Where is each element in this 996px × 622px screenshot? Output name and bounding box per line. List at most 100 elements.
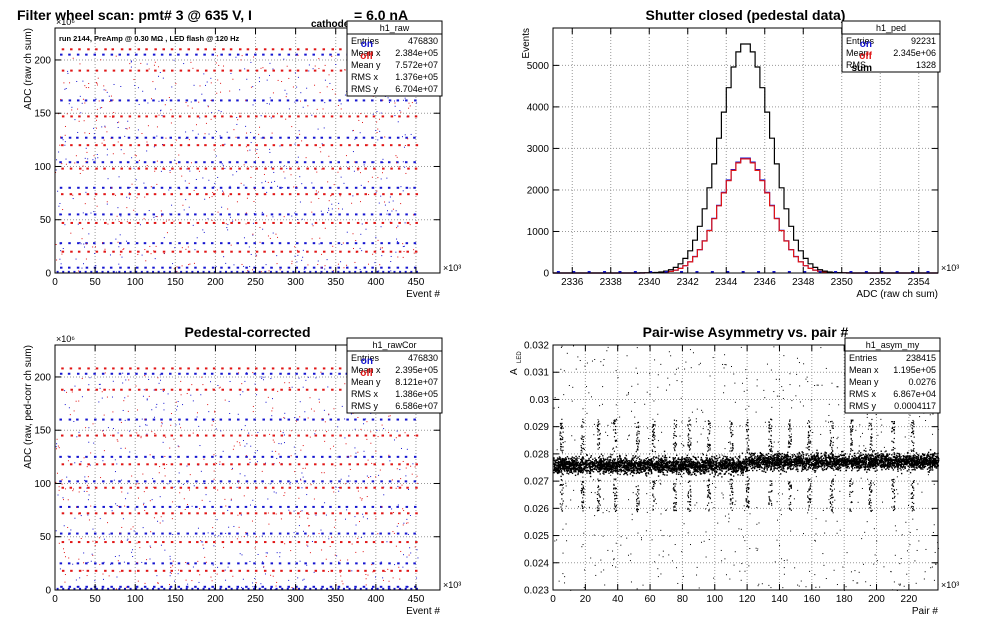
on-point xyxy=(380,161,383,164)
on-point xyxy=(222,190,224,192)
on-point xyxy=(144,136,148,139)
asym-point xyxy=(747,470,749,472)
off-point xyxy=(322,69,325,72)
on-point xyxy=(149,545,151,547)
on-point xyxy=(94,252,96,254)
on-point xyxy=(274,180,276,182)
off-point xyxy=(406,569,410,572)
on-point xyxy=(135,136,139,139)
off-point xyxy=(142,504,144,506)
off-point xyxy=(247,221,250,224)
on-point xyxy=(312,505,315,508)
on-point xyxy=(158,100,160,102)
off-point xyxy=(137,463,140,466)
on-point xyxy=(161,266,164,269)
on-point xyxy=(252,582,254,584)
on-point xyxy=(572,271,576,273)
off-point xyxy=(70,388,73,391)
off-point xyxy=(69,367,73,370)
on-point xyxy=(160,379,162,381)
off-point xyxy=(238,144,241,147)
on-point xyxy=(269,74,271,76)
off-point xyxy=(305,434,309,437)
off-point xyxy=(376,121,378,123)
on-point xyxy=(227,266,231,269)
on-point xyxy=(160,372,164,375)
off-point xyxy=(307,264,309,266)
on-point xyxy=(162,441,164,443)
on-point xyxy=(680,271,684,273)
on-point xyxy=(241,428,243,430)
on-point xyxy=(346,213,349,216)
off-point xyxy=(313,410,315,412)
off-point xyxy=(333,491,335,493)
on-point xyxy=(76,480,79,483)
on-point xyxy=(161,532,164,535)
off-point xyxy=(377,177,379,179)
on-point xyxy=(186,480,189,483)
on-point xyxy=(59,161,62,164)
on-point xyxy=(273,491,275,493)
on-point xyxy=(249,504,251,506)
on-point xyxy=(224,569,226,571)
off-point xyxy=(288,77,290,79)
on-point xyxy=(160,136,164,139)
on-point xyxy=(405,475,407,477)
off-point xyxy=(69,463,73,466)
off-point xyxy=(95,221,98,224)
asym-point xyxy=(789,458,791,460)
asym-point xyxy=(598,460,600,462)
off-point xyxy=(83,120,85,122)
on-point xyxy=(228,400,230,402)
on-point xyxy=(378,202,380,204)
off-point xyxy=(187,367,190,370)
on-point xyxy=(329,505,332,508)
on-point xyxy=(279,480,282,483)
on-point xyxy=(404,166,406,168)
asym-point xyxy=(922,468,924,470)
asym-point xyxy=(731,457,733,460)
chart-title: Pedestal-corrected xyxy=(184,324,310,340)
off-point xyxy=(95,167,98,170)
on-point xyxy=(371,505,375,508)
on-point xyxy=(312,455,315,458)
off-point xyxy=(364,486,368,489)
on-point xyxy=(89,377,91,379)
off-point xyxy=(414,167,418,170)
off-point xyxy=(78,270,80,272)
off-point xyxy=(382,579,384,581)
off-point xyxy=(193,262,195,264)
off-point xyxy=(309,397,311,399)
off-point xyxy=(173,220,175,222)
on-point xyxy=(338,480,341,483)
x-tick-label: 2344 xyxy=(715,277,738,288)
off-point xyxy=(371,564,373,566)
off-point xyxy=(228,195,230,197)
off-point xyxy=(229,486,232,489)
on-point xyxy=(167,393,169,395)
on-point xyxy=(153,457,155,459)
off-point xyxy=(263,463,266,466)
off-point xyxy=(268,523,270,525)
off-point xyxy=(280,434,284,437)
off-point xyxy=(222,221,225,224)
on-point xyxy=(233,525,235,527)
asym-point xyxy=(930,459,933,461)
off-point xyxy=(304,467,306,469)
on-point xyxy=(301,183,303,185)
off-point xyxy=(291,126,293,128)
on-point xyxy=(287,480,290,483)
asym-point xyxy=(849,463,851,465)
on-point xyxy=(196,587,199,590)
on-point xyxy=(101,585,105,588)
off-point xyxy=(154,512,158,515)
off-point xyxy=(402,243,404,245)
x-tick-label: 2354 xyxy=(908,277,931,288)
off-point xyxy=(196,463,200,466)
off-point xyxy=(399,193,402,196)
off-point xyxy=(232,78,234,80)
off-point xyxy=(196,193,199,196)
asym-point xyxy=(616,467,619,469)
off-point xyxy=(128,388,132,391)
